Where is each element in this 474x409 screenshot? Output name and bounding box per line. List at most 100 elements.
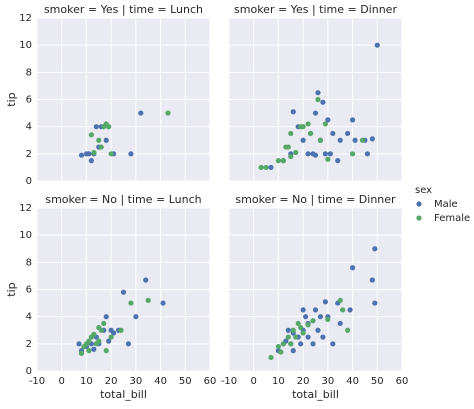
point (359, 137, 366, 143)
point (293, 334, 299, 340)
point (325, 316, 331, 322)
point (335, 158, 341, 164)
point (125, 341, 132, 347)
y-tick-label: 8 (26, 67, 32, 78)
point (345, 130, 351, 137)
point (364, 151, 370, 157)
point (118, 327, 124, 333)
point (312, 307, 319, 313)
point (310, 341, 316, 347)
point (330, 341, 336, 347)
point (275, 158, 282, 164)
point (345, 327, 351, 333)
point (305, 151, 311, 157)
panel-title: smoker = Yes | time = Lunch (44, 3, 203, 16)
point (305, 334, 311, 340)
point (325, 156, 331, 162)
point (349, 265, 356, 271)
point (340, 307, 346, 313)
point (278, 349, 284, 355)
x-tick-label: 0 (251, 376, 257, 387)
y-tick-label: 12 (19, 13, 32, 24)
point (86, 151, 92, 157)
point (128, 151, 134, 157)
point (300, 124, 306, 130)
point (300, 307, 306, 313)
point (369, 136, 375, 142)
point (165, 110, 171, 116)
point (93, 124, 99, 130)
point (298, 341, 304, 347)
point (103, 314, 109, 320)
panel-title: smoker = No | time = Lunch (45, 193, 201, 206)
x-tick-label: 30 (129, 376, 142, 387)
point (285, 334, 291, 340)
point (349, 151, 356, 157)
point (263, 164, 269, 171)
point (88, 158, 94, 164)
point (101, 320, 107, 327)
point (322, 299, 328, 305)
y-tick-label: 0 (26, 366, 32, 377)
point (369, 277, 375, 283)
point (300, 137, 306, 143)
y-tick-label: 0 (26, 176, 32, 187)
point (108, 334, 114, 340)
x-tick-label: 60 (396, 376, 409, 387)
point (300, 330, 306, 336)
point (312, 110, 319, 116)
point (290, 348, 296, 354)
x-tick-label: 50 (371, 376, 384, 387)
y-tick-label: 12 (19, 203, 32, 214)
x-tick-label: 0 (59, 376, 65, 387)
x-tick-label: -10 (29, 376, 45, 387)
point (145, 297, 151, 303)
point (295, 320, 301, 327)
point (143, 277, 149, 283)
x-tick-label: 60 (204, 376, 217, 387)
point (91, 149, 97, 156)
point (293, 149, 299, 156)
point (280, 158, 286, 164)
y-tick-label: 4 (26, 312, 32, 323)
point (98, 327, 104, 333)
x-tick-label: 40 (154, 376, 167, 387)
point (305, 322, 311, 328)
point (280, 341, 286, 347)
point (327, 151, 333, 157)
point (91, 331, 97, 337)
point (337, 297, 343, 303)
point (268, 164, 274, 171)
point (307, 130, 314, 137)
point (322, 121, 328, 127)
point (133, 314, 139, 320)
point (88, 132, 94, 138)
point (290, 109, 296, 115)
legend-marker (416, 215, 422, 221)
y-tick-label: 4 (26, 122, 32, 133)
point (96, 338, 102, 344)
legend-label: Female (434, 213, 470, 224)
point (352, 137, 358, 143)
point (330, 130, 336, 137)
point (303, 314, 309, 320)
point (305, 121, 311, 127)
x-tick-label: 20 (297, 376, 310, 387)
point (91, 346, 97, 352)
x-tick-label: 10 (272, 376, 285, 387)
point (317, 314, 324, 320)
point (108, 151, 114, 157)
panel-title: smoker = Yes | time = Dinner (234, 3, 397, 16)
point (290, 327, 296, 333)
point (288, 341, 294, 347)
point (86, 348, 92, 354)
point (312, 152, 319, 158)
point (86, 338, 92, 344)
point (325, 117, 331, 123)
y-tick-label: 10 (19, 40, 32, 51)
x-tick-label: -10 (221, 376, 237, 387)
point (288, 130, 294, 137)
x-tick-label: 40 (346, 376, 359, 387)
x-tick-label: 10 (80, 376, 93, 387)
